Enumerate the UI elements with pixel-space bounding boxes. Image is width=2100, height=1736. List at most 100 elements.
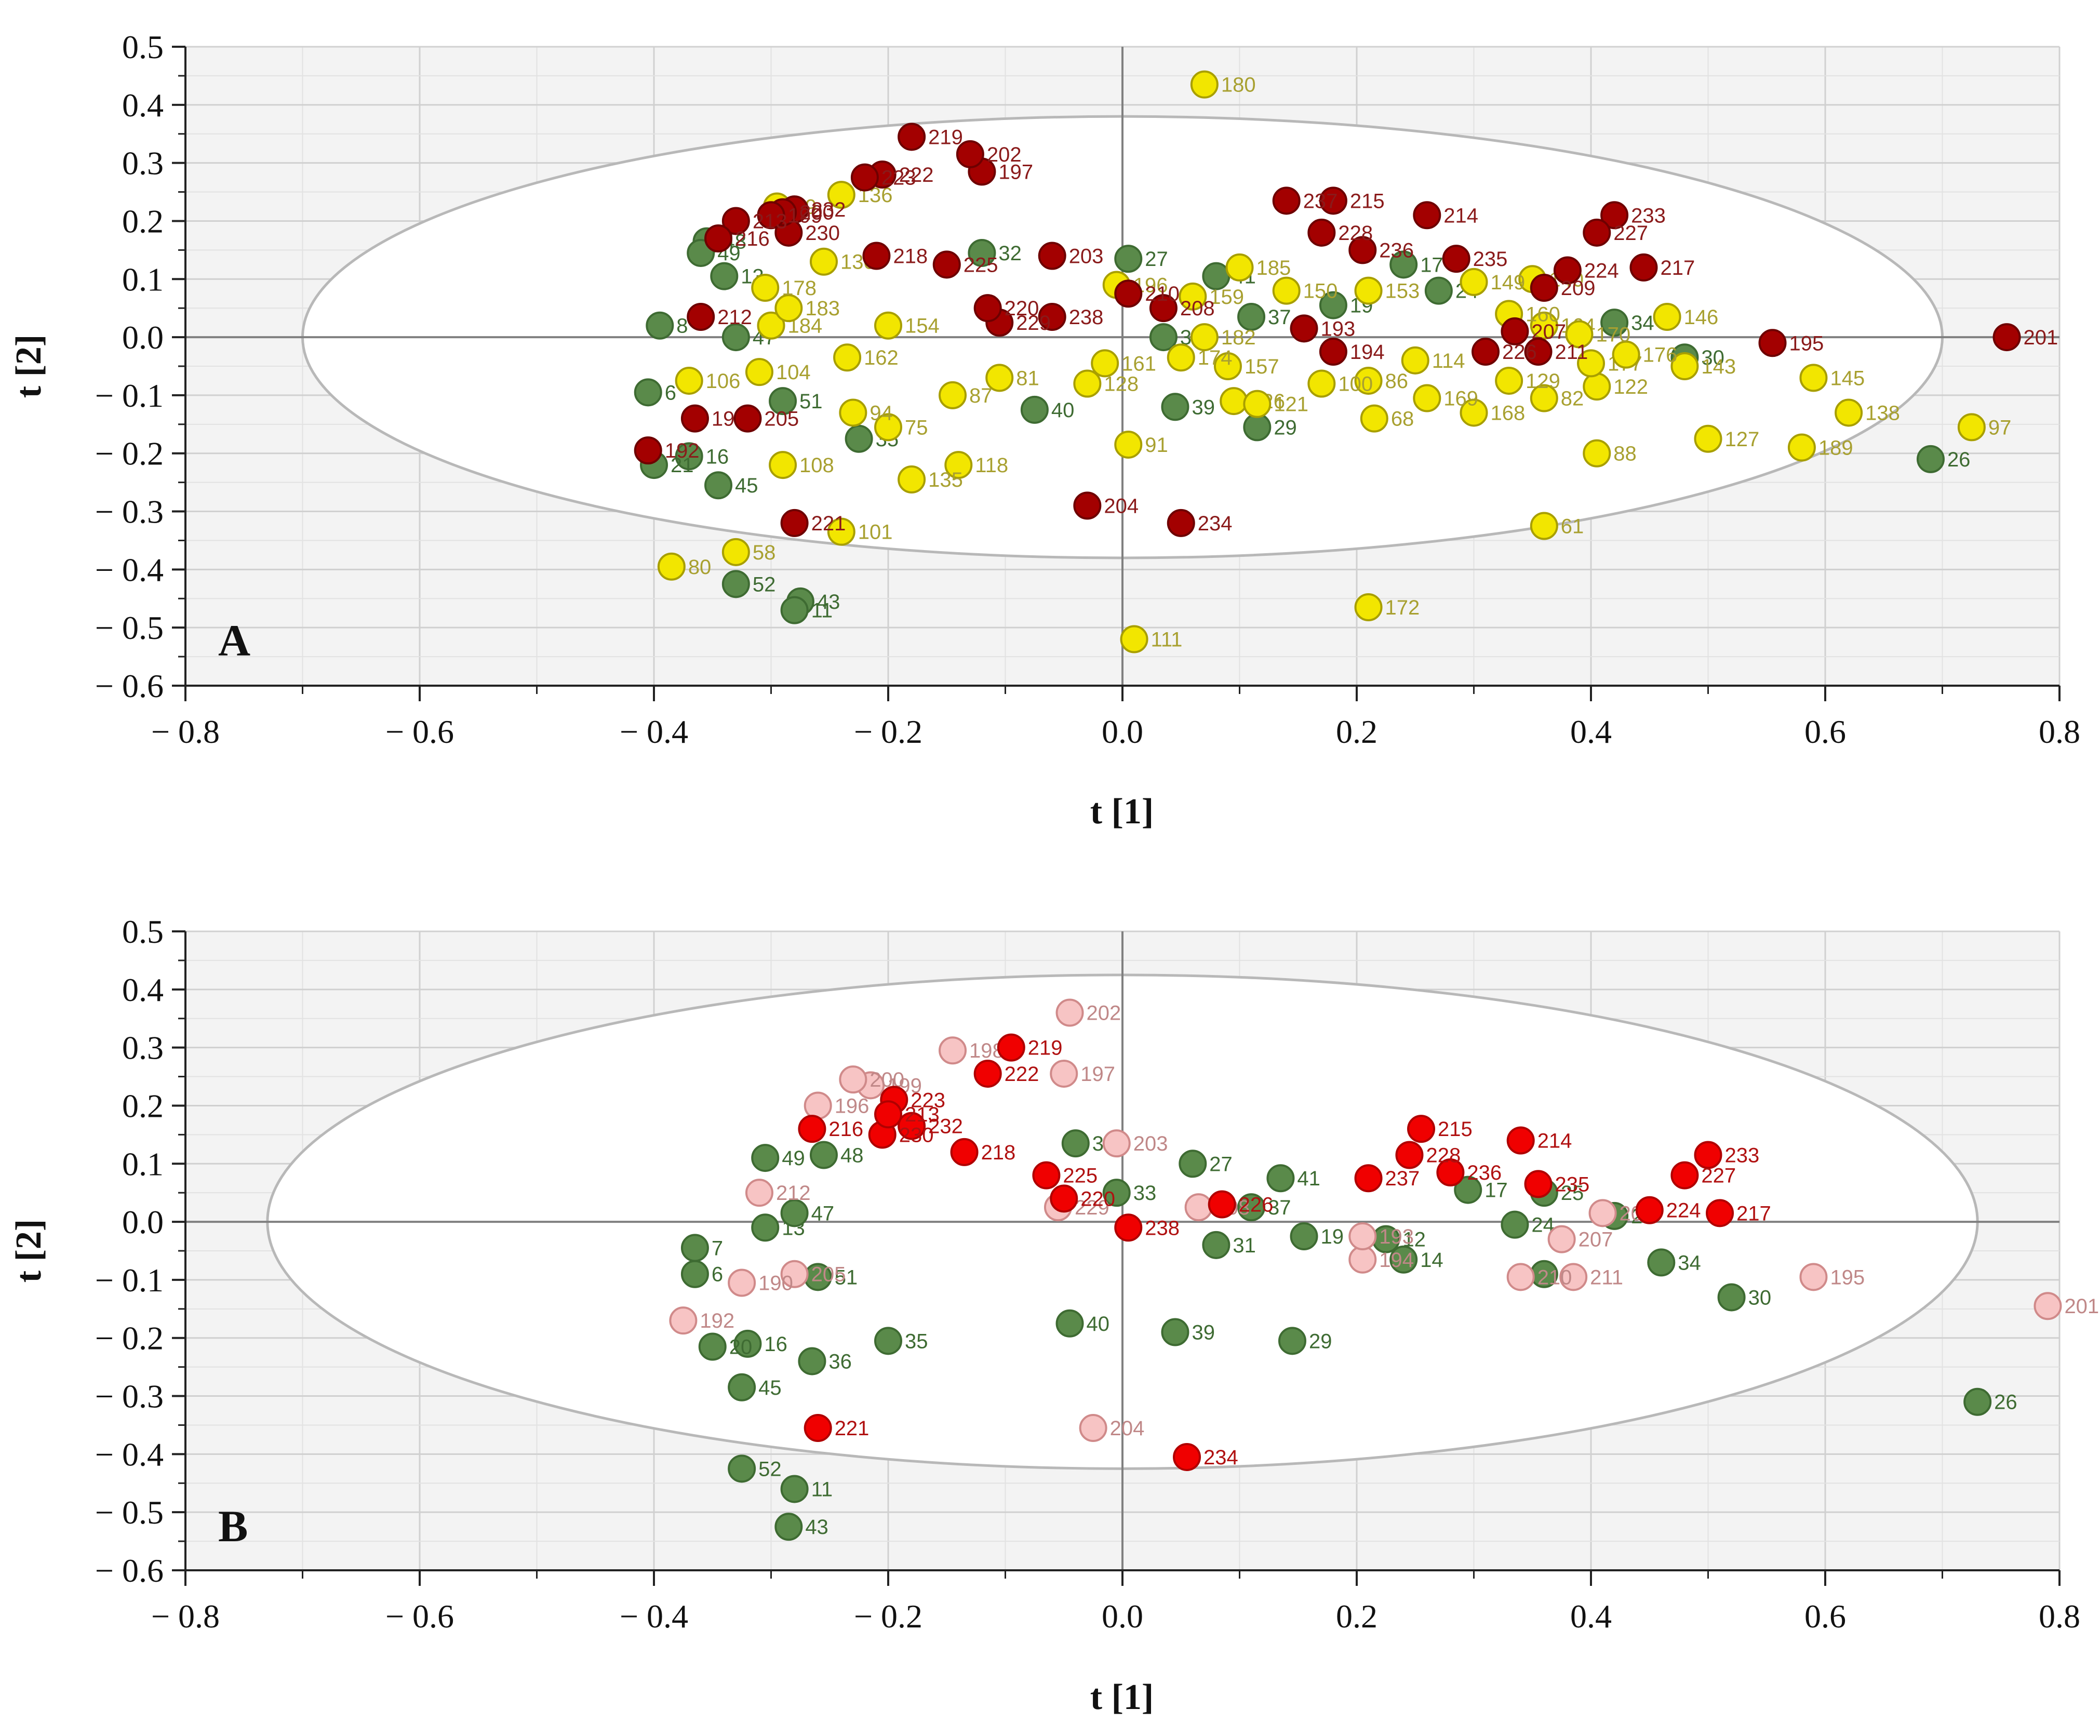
data-point xyxy=(804,1414,832,1443)
x-tick-label: − 0.2 xyxy=(854,713,922,750)
x-tick-label: − 0.6 xyxy=(385,1598,454,1635)
point-label: 81 xyxy=(1016,367,1039,390)
point-label: 233 xyxy=(1631,204,1666,227)
data-point xyxy=(769,387,797,416)
data-point xyxy=(1073,491,1102,520)
point-label: 101 xyxy=(858,521,893,544)
data-point xyxy=(997,1033,1025,1062)
data-point xyxy=(780,1475,809,1503)
point-label: 223 xyxy=(881,167,916,190)
data-point xyxy=(1629,253,1658,282)
data-point xyxy=(1319,338,1347,366)
y-tick-label: 0.4 xyxy=(122,87,164,124)
point-label: 6 xyxy=(665,381,676,404)
data-point xyxy=(1173,1443,1201,1471)
point-label: 210 xyxy=(1537,1266,1572,1289)
x-tick-label: − 0.8 xyxy=(151,1598,220,1635)
point-label: 149 xyxy=(1491,271,1526,294)
data-point xyxy=(973,294,1002,323)
y-tick-label: 0.1 xyxy=(122,1145,164,1182)
panel-b: − 0.8 − 0.6 − 0.4 − 0.2 0.0 0.2 0.4 0.6 0.8 0.5 0.… xyxy=(9,913,2099,1717)
point-label: 29 xyxy=(1309,1330,1332,1353)
point-label: 12 xyxy=(1402,1228,1426,1251)
data-point xyxy=(1588,1199,1617,1227)
data-point xyxy=(1647,1248,1676,1277)
point-label: 216 xyxy=(828,1118,863,1141)
point-label: 212 xyxy=(717,306,752,329)
point-label: 217 xyxy=(1660,257,1695,279)
data-point xyxy=(1190,70,1219,99)
data-point xyxy=(721,570,750,598)
data-point xyxy=(1061,1129,1090,1158)
point-label: 234 xyxy=(1198,512,1233,535)
data-point xyxy=(774,294,803,323)
point-label: 106 xyxy=(706,370,741,393)
data-point xyxy=(728,1454,756,1483)
point-label: 221 xyxy=(811,512,846,535)
point-label: 234 xyxy=(1203,1446,1238,1469)
data-point xyxy=(757,311,785,340)
y-tick-label: − 0.1 xyxy=(95,377,164,414)
x-tick-label: 0.2 xyxy=(1336,1598,1377,1635)
series-darkred: 2011952172332272242092072112262352142362… xyxy=(634,123,2058,537)
data-point xyxy=(839,1065,867,1094)
data-point xyxy=(1307,218,1336,247)
point-label: 43 xyxy=(805,1516,828,1539)
point-label: 214 xyxy=(1443,204,1478,227)
point-label: 228 xyxy=(1338,222,1373,245)
data-point xyxy=(634,378,662,407)
data-point xyxy=(1354,593,1383,622)
point-label: 226 xyxy=(1502,341,1537,364)
point-label: 35 xyxy=(905,1330,928,1353)
data-point xyxy=(1032,1161,1061,1190)
data-point xyxy=(1114,279,1143,308)
point-label: 224 xyxy=(1666,1199,1701,1222)
data-point xyxy=(1424,276,1453,305)
data-point xyxy=(939,381,967,409)
point-label: 228 xyxy=(1426,1144,1461,1167)
point-label: 75 xyxy=(905,416,928,439)
point-label: 30 xyxy=(1701,346,1724,369)
data-point xyxy=(1524,338,1553,366)
point-label: 220 xyxy=(1005,297,1039,320)
point-label: 52 xyxy=(758,1458,782,1480)
data-point xyxy=(1501,1210,1529,1239)
y-tick-label: − 0.3 xyxy=(95,1378,164,1415)
point-label: 223 xyxy=(911,1089,945,1112)
data-point xyxy=(1102,1179,1131,1207)
point-label: 172 xyxy=(1385,596,1420,619)
data-point xyxy=(898,465,926,494)
point-label: 21 xyxy=(671,454,694,477)
data-point xyxy=(845,424,873,453)
panel-letter: A xyxy=(218,616,250,665)
point-label: 202 xyxy=(987,143,1022,166)
data-point xyxy=(1530,311,1558,340)
point-label: 192 xyxy=(700,1310,734,1332)
point-label: 6 xyxy=(712,1263,723,1286)
data-point xyxy=(745,1179,773,1207)
point-label: 195 xyxy=(1830,1266,1865,1289)
point-label: 236 xyxy=(1379,239,1414,262)
data-point xyxy=(1237,1193,1266,1222)
point-label: 16 xyxy=(706,445,729,468)
data-point xyxy=(1225,253,1254,282)
point-label: 189 xyxy=(1818,437,1853,460)
data-point xyxy=(874,1327,902,1355)
point-label: 213 xyxy=(905,1103,940,1126)
data-point xyxy=(721,538,750,566)
point-label: 20 xyxy=(729,1336,753,1359)
point-label: 207 xyxy=(1579,1228,1613,1251)
point-label: 194 xyxy=(1379,1249,1414,1272)
data-point xyxy=(733,1329,762,1358)
data-point xyxy=(1348,236,1377,264)
point-label: 16 xyxy=(764,1333,787,1356)
data-point xyxy=(680,404,709,433)
point-label: 87 xyxy=(969,384,993,407)
point-label: 229 xyxy=(1075,1196,1109,1219)
point-label: 185 xyxy=(1256,257,1291,279)
data-point xyxy=(956,140,984,168)
data-point xyxy=(973,1059,1002,1088)
x-tick-label: − 0.2 xyxy=(854,1598,922,1635)
point-label: 11 xyxy=(811,599,833,622)
data-point xyxy=(1319,186,1347,215)
